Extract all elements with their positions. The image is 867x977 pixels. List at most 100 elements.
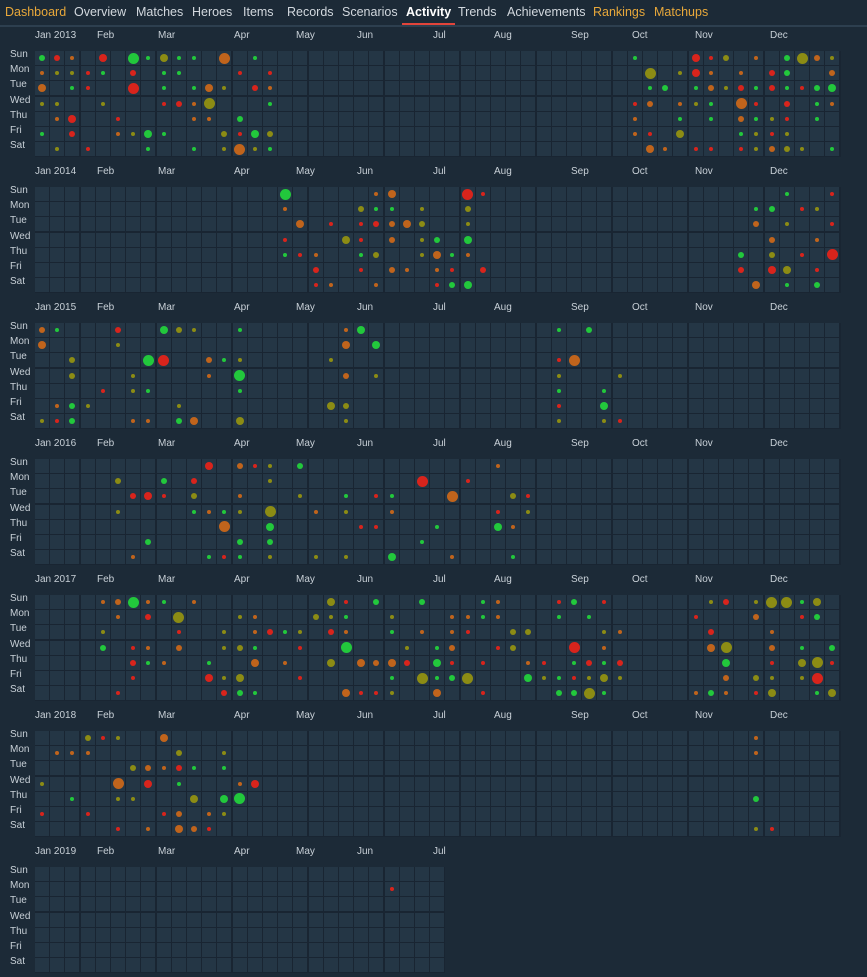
day-cell[interactable] xyxy=(399,625,414,640)
day-cell[interactable] xyxy=(141,323,156,337)
day-cell[interactable] xyxy=(688,399,703,413)
day-cell[interactable] xyxy=(703,127,718,141)
day-cell[interactable] xyxy=(551,791,566,806)
day-cell[interactable] xyxy=(703,822,718,837)
day-cell[interactable] xyxy=(551,610,566,625)
day-cell[interactable] xyxy=(80,655,95,670)
day-cell[interactable] xyxy=(415,232,429,247)
day-cell[interactable] xyxy=(399,263,414,277)
day-cell[interactable] xyxy=(65,807,80,821)
day-cell[interactable] xyxy=(187,882,201,897)
day-cell[interactable] xyxy=(582,535,597,549)
day-cell[interactable] xyxy=(35,882,49,897)
day-cell[interactable] xyxy=(80,686,95,701)
day-cell[interactable] xyxy=(749,625,764,640)
day-cell[interactable] xyxy=(384,535,399,549)
day-cell[interactable] xyxy=(506,51,521,65)
day-cell[interactable] xyxy=(187,761,201,776)
day-cell[interactable] xyxy=(369,414,384,429)
day-cell[interactable] xyxy=(111,399,125,413)
day-cell[interactable] xyxy=(354,323,369,337)
day-cell[interactable] xyxy=(734,535,749,549)
day-cell[interactable] xyxy=(95,66,110,81)
day-cell[interactable] xyxy=(810,399,825,413)
day-cell[interactable] xyxy=(673,278,688,293)
day-cell[interactable] xyxy=(263,338,277,353)
day-cell[interactable] xyxy=(50,247,65,262)
day-cell[interactable] xyxy=(278,353,293,368)
day-cell[interactable] xyxy=(643,459,657,473)
day-cell[interactable] xyxy=(202,399,217,413)
day-cell[interactable] xyxy=(232,867,247,881)
day-cell[interactable] xyxy=(430,655,445,670)
day-cell[interactable] xyxy=(460,353,475,368)
day-cell[interactable] xyxy=(50,943,65,957)
day-cell[interactable] xyxy=(80,897,95,912)
day-cell[interactable] xyxy=(673,459,688,473)
day-cell[interactable] xyxy=(263,247,277,262)
day-cell[interactable] xyxy=(50,353,65,368)
day-cell[interactable] xyxy=(50,96,65,111)
day-cell[interactable] xyxy=(293,263,308,277)
day-cell[interactable] xyxy=(810,96,825,111)
day-cell[interactable] xyxy=(156,625,171,640)
day-cell[interactable] xyxy=(643,746,657,761)
day-cell[interactable] xyxy=(551,247,566,262)
day-cell[interactable] xyxy=(734,776,749,791)
day-cell[interactable] xyxy=(475,142,490,157)
day-cell[interactable] xyxy=(202,278,217,293)
day-cell[interactable] xyxy=(627,761,642,776)
day-cell[interactable] xyxy=(354,202,369,217)
day-cell[interactable] xyxy=(658,187,673,201)
day-cell[interactable] xyxy=(551,414,566,429)
day-cell[interactable] xyxy=(232,655,247,670)
day-cell[interactable] xyxy=(673,761,688,776)
day-cell[interactable] xyxy=(369,686,384,701)
day-cell[interactable] xyxy=(293,822,308,837)
day-cell[interactable] xyxy=(658,142,673,157)
day-cell[interactable] xyxy=(688,51,703,65)
day-cell[interactable] xyxy=(719,414,733,429)
day-cell[interactable] xyxy=(719,807,733,821)
day-cell[interactable] xyxy=(749,81,764,96)
day-cell[interactable] xyxy=(551,187,566,201)
day-cell[interactable] xyxy=(232,595,247,609)
day-cell[interactable] xyxy=(278,459,293,473)
day-cell[interactable] xyxy=(232,822,247,837)
day-cell[interactable] xyxy=(612,96,627,111)
day-cell[interactable] xyxy=(795,338,809,353)
day-cell[interactable] xyxy=(217,399,232,413)
day-cell[interactable] xyxy=(764,399,779,413)
day-cell[interactable] xyxy=(156,640,171,655)
day-cell[interactable] xyxy=(80,776,95,791)
day-cell[interactable] xyxy=(658,96,673,111)
day-cell[interactable] xyxy=(491,368,505,383)
day-cell[interactable] xyxy=(810,655,825,670)
day-cell[interactable] xyxy=(65,610,80,625)
day-cell[interactable] xyxy=(399,671,414,685)
day-cell[interactable] xyxy=(65,353,80,368)
day-cell[interactable] xyxy=(50,368,65,383)
day-cell[interactable] xyxy=(187,943,201,957)
day-cell[interactable] xyxy=(111,504,125,519)
day-cell[interactable] xyxy=(734,263,749,277)
day-cell[interactable] xyxy=(415,791,429,806)
day-cell[interactable] xyxy=(111,247,125,262)
day-cell[interactable] xyxy=(825,595,840,609)
day-cell[interactable] xyxy=(202,822,217,837)
day-cell[interactable] xyxy=(156,686,171,701)
tab-matches[interactable]: Matches xyxy=(136,5,184,19)
day-cell[interactable] xyxy=(506,217,521,232)
day-cell[interactable] xyxy=(308,761,323,776)
day-cell[interactable] xyxy=(187,610,201,625)
day-cell[interactable] xyxy=(202,383,217,398)
day-cell[interactable] xyxy=(445,504,460,519)
day-cell[interactable] xyxy=(627,807,642,821)
day-cell[interactable] xyxy=(415,263,429,277)
day-cell[interactable] xyxy=(50,807,65,821)
day-cell[interactable] xyxy=(779,383,794,398)
day-cell[interactable] xyxy=(141,958,156,973)
day-cell[interactable] xyxy=(551,96,566,111)
day-cell[interactable] xyxy=(749,142,764,157)
day-cell[interactable] xyxy=(369,66,384,81)
